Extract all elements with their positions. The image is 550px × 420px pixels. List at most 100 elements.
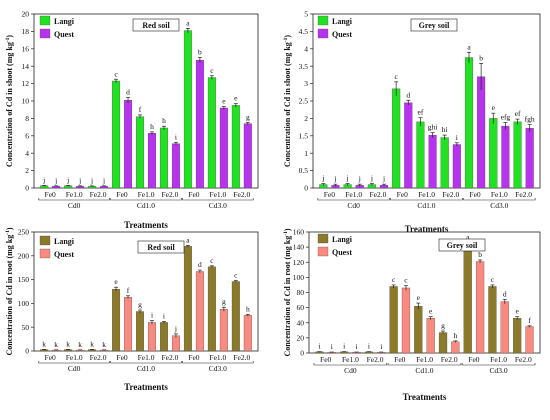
y-axis-label-tail: ) bbox=[5, 35, 14, 38]
y-tick-label: 0.5 bbox=[299, 166, 309, 175]
bar-quest-3 bbox=[124, 99, 133, 189]
group-label: Cd0 bbox=[344, 366, 357, 375]
y-tick-label: 4.5 bbox=[299, 27, 309, 36]
bar-langi-4 bbox=[414, 305, 423, 354]
bar-quest-5 bbox=[171, 143, 180, 189]
y-tick-label: 1.5 bbox=[299, 131, 309, 140]
x-tick-label: Fe1.0 bbox=[490, 355, 507, 364]
group-label: Cd3.0 bbox=[490, 201, 508, 210]
significance-letter: k bbox=[66, 339, 70, 348]
group-bracket bbox=[182, 361, 254, 364]
significance-letter: b bbox=[479, 53, 483, 62]
significance-letter: k bbox=[54, 340, 58, 349]
x-axis-label: Treatments bbox=[403, 392, 447, 402]
y-tick-label: 120 bbox=[293, 258, 305, 267]
significance-letter: g bbox=[246, 112, 250, 121]
bar-langi-3 bbox=[112, 288, 121, 352]
bar-langi-4 bbox=[136, 116, 144, 189]
significance-letter: e bbox=[222, 97, 226, 106]
significance-letter: f bbox=[139, 105, 142, 114]
y-tick-label: 10 bbox=[22, 97, 30, 106]
x-tick-label: Fe2.0 bbox=[90, 190, 107, 199]
bar-quest-7 bbox=[501, 125, 510, 189]
group-label: Cd3.0 bbox=[490, 366, 508, 375]
bar-langi-5 bbox=[159, 127, 168, 189]
significance-letter: j bbox=[346, 173, 349, 182]
significance-letter: i bbox=[456, 133, 458, 142]
significance-letter: g bbox=[222, 297, 226, 306]
y-tick-label: 0 bbox=[25, 347, 29, 356]
y-axis-label: Concentration of Cd in root (mg kg-1) bbox=[5, 227, 14, 355]
soil-title-box bbox=[137, 240, 185, 254]
significance-letter: e bbox=[492, 103, 496, 112]
significance-letter: i bbox=[331, 342, 333, 351]
y-tick-label: 200 bbox=[18, 251, 30, 260]
bar-langi-7 bbox=[489, 118, 498, 189]
bar-quest-6 bbox=[195, 271, 204, 352]
y-tick-label: 3.5 bbox=[299, 62, 309, 71]
group-bracket bbox=[387, 363, 462, 366]
bar-quest-8 bbox=[525, 127, 534, 189]
x-tick-label: Fe1.0 bbox=[66, 190, 83, 199]
group-label: Cd0 bbox=[68, 201, 81, 210]
group-bracket bbox=[182, 198, 254, 201]
x-tick-label: Fe2.0 bbox=[233, 353, 250, 362]
group-bracket bbox=[463, 198, 536, 201]
significance-letter: k bbox=[90, 339, 94, 348]
significance-letter: c bbox=[114, 69, 118, 78]
significance-letter: e bbox=[417, 293, 421, 302]
significance-letter: e bbox=[429, 307, 433, 316]
y-tick-label: 150 bbox=[18, 275, 30, 284]
legend-swatch bbox=[317, 233, 329, 244]
significance-letter: i bbox=[151, 311, 153, 320]
x-tick-label: Fe2.0 bbox=[367, 355, 384, 364]
significance-letter: fgh bbox=[525, 115, 535, 124]
y-tick-label: 4 bbox=[304, 44, 308, 53]
significance-letter: g bbox=[441, 321, 445, 330]
group-label: Cd3.0 bbox=[209, 201, 227, 210]
x-tick-label: Fe1.0 bbox=[342, 355, 359, 364]
y-tick-label: 2 bbox=[304, 114, 308, 123]
significance-letter: j bbox=[382, 174, 385, 183]
bar-quest-8 bbox=[525, 326, 534, 354]
bar-quest-5 bbox=[451, 341, 460, 354]
legend-label: Quest bbox=[54, 250, 74, 259]
group-bracket bbox=[313, 363, 388, 366]
significance-letter: a bbox=[186, 18, 190, 27]
significance-letter: g bbox=[138, 300, 142, 309]
y-tick-label: 40 bbox=[297, 318, 305, 327]
significance-letter: b bbox=[478, 250, 482, 259]
x-tick-label: Fe0 bbox=[397, 190, 409, 199]
significance-letter: i bbox=[343, 342, 345, 351]
significance-letter: c bbox=[392, 275, 396, 284]
significance-letter: j bbox=[66, 175, 69, 184]
bar-langi-4 bbox=[416, 121, 425, 189]
bar-quest-6 bbox=[195, 59, 204, 189]
x-tick-label: Fe0 bbox=[469, 190, 481, 199]
significance-letter: i bbox=[356, 342, 358, 351]
legend-label: Langi bbox=[54, 237, 75, 246]
significance-letter: h bbox=[162, 116, 166, 125]
legend-swatch bbox=[39, 28, 51, 39]
y-tick-label: 20 bbox=[297, 333, 305, 342]
significance-letter: j bbox=[102, 176, 105, 185]
x-tick-label: Fe1.0 bbox=[138, 190, 155, 199]
significance-letter: c bbox=[394, 72, 398, 81]
legend-label: Langi bbox=[332, 235, 353, 244]
y-axis-label: Concentration of Cd in root (mg kg-1) bbox=[283, 228, 292, 356]
significance-letter: i bbox=[380, 342, 382, 351]
significance-letter: ef bbox=[515, 109, 521, 118]
significance-letter: j bbox=[358, 174, 361, 183]
y-tick-label: 12 bbox=[22, 79, 30, 88]
bar-quest-6 bbox=[475, 261, 485, 354]
y-tick-label: 8 bbox=[25, 114, 29, 123]
x-tick-label: Fe2.0 bbox=[515, 355, 532, 364]
group-bracket bbox=[317, 198, 390, 201]
x-tick-label: Fe0 bbox=[45, 190, 57, 199]
x-tick-label: Fe0 bbox=[324, 190, 336, 199]
bar-langi-5 bbox=[440, 137, 449, 189]
significance-letter: h bbox=[454, 331, 458, 340]
y-axis-label-main: Concentration of Cd in root (mg kg bbox=[5, 235, 14, 356]
bar-quest-6 bbox=[477, 76, 486, 189]
significance-letter: ef bbox=[418, 108, 424, 117]
